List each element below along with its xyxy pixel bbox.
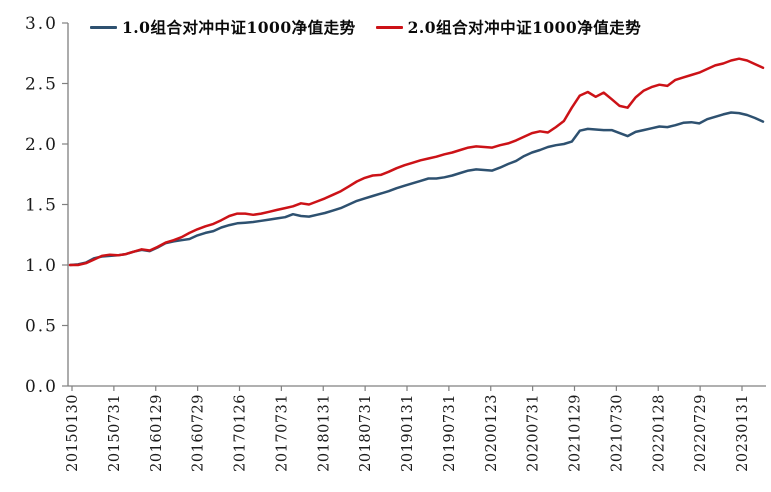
y-tick-label: 3.0 (25, 14, 58, 34)
x-tick-label: 20210730 (609, 394, 625, 472)
y-tick-label: 2.5 (25, 75, 58, 95)
x-tick-label: 20180731 (358, 394, 374, 472)
x-tick-label: 20150130 (65, 394, 81, 472)
x-tick-label: 20190731 (442, 394, 458, 472)
y-tick-label: 1.0 (25, 256, 58, 276)
x-tick-label: 20150731 (107, 394, 123, 472)
series1-line-swatch (90, 25, 117, 29)
x-tick-label: 20200731 (526, 394, 542, 472)
x-tick-label: 20190131 (400, 394, 416, 472)
x-tick-label: 20170731 (274, 394, 290, 472)
x-tick-label: 20160729 (191, 394, 207, 472)
series-line-2 (68, 57, 765, 267)
x-tick-label: 20220128 (651, 394, 667, 472)
x-tick-label: 20210129 (568, 394, 584, 472)
x-tick-label: 20230131 (735, 394, 751, 472)
legend-item-portfolio-1: 1.0组合对冲中证1000净值走势 (90, 16, 356, 38)
y-tick-label: 2.0 (25, 135, 58, 155)
y-tick-label: 0.0 (25, 377, 58, 397)
x-tick-label: 20180131 (316, 394, 332, 472)
series2-label: 2.0组合对冲中证1000净值走势 (407, 18, 642, 37)
chart-legend: 1.0组合对冲中证1000净值走势 2.0组合对冲中证1000净值走势 (90, 16, 641, 38)
x-tick-label: 20160129 (149, 394, 165, 472)
series2-line-swatch (375, 25, 403, 29)
x-tick-label: 20170126 (233, 394, 249, 472)
x-tick-label: 20200123 (484, 394, 500, 472)
y-tick-label: 1.5 (25, 196, 58, 216)
legend-item-portfolio-2: 2.0组合对冲中证1000净值走势 (375, 16, 642, 38)
y-tick-label: 0.5 (25, 317, 58, 337)
series1-label: 1.0组合对冲中证1000净值走势 (122, 18, 356, 37)
series-line-1 (68, 111, 765, 267)
x-tick-label: 20220729 (693, 394, 709, 472)
